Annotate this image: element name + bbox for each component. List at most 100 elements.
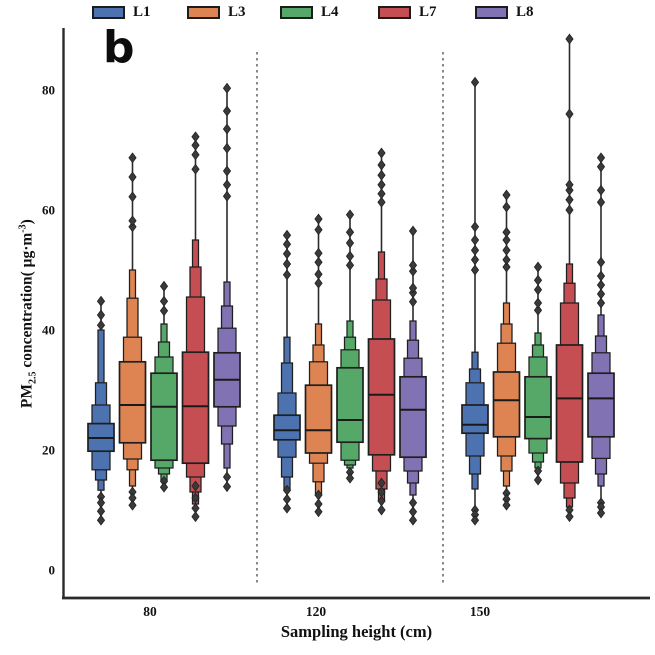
legend: L1 L3 L4 L7 L8 xyxy=(0,0,655,26)
boxen-L7-150 xyxy=(555,33,584,523)
outlier-point xyxy=(596,288,606,300)
outlier-point xyxy=(191,163,200,175)
outlier-point xyxy=(282,269,292,281)
panel-label: b xyxy=(103,22,135,73)
outlier-point xyxy=(502,226,511,238)
outlier-point xyxy=(408,225,418,237)
outlier-point xyxy=(596,184,606,196)
letter-value-box-level-1 xyxy=(304,384,333,454)
outlier-point xyxy=(314,277,323,289)
letter-value-box-level-1 xyxy=(367,338,396,456)
outlier-point xyxy=(377,504,386,516)
letter-value-box-level-1 xyxy=(524,375,552,440)
outlier-point xyxy=(565,33,574,45)
boxen-L1-120 xyxy=(273,229,301,514)
outlier-point xyxy=(565,194,574,206)
x-tick-label: 150 xyxy=(470,604,491,619)
outlier-point xyxy=(314,256,323,268)
y-tick-label: 80 xyxy=(42,83,55,98)
outlier-point xyxy=(470,264,480,276)
outlier-point xyxy=(128,191,137,203)
outlier-point xyxy=(502,499,511,511)
legend-item-l3: L3 xyxy=(187,4,246,21)
outlier-point xyxy=(128,171,137,183)
boxen-L7-80 xyxy=(181,131,210,523)
legend-swatch-l7 xyxy=(378,6,411,19)
boxen-L4-150 xyxy=(524,261,552,486)
outlier-point xyxy=(282,248,292,260)
outlier-point xyxy=(96,505,106,517)
outlier-point xyxy=(96,514,106,526)
legend-swatch-l4 xyxy=(280,6,313,19)
boxen-L3-150 xyxy=(492,189,521,511)
outlier-point xyxy=(502,261,511,273)
outlier-point xyxy=(596,279,606,291)
outlier-point xyxy=(596,196,606,208)
x-tick-label: 80 xyxy=(143,604,157,619)
outlier-point xyxy=(282,502,292,514)
outlier-point xyxy=(565,179,574,191)
letter-value-box-level-1 xyxy=(118,360,147,444)
y-tick-label: 20 xyxy=(42,443,55,458)
outlier-point xyxy=(191,511,200,523)
outlier-point xyxy=(408,296,418,308)
outlier-point xyxy=(345,472,355,484)
outlier-point xyxy=(408,514,418,526)
outlier-point xyxy=(596,152,606,164)
boxen-L1-150 xyxy=(461,76,489,526)
outlier-point xyxy=(408,265,418,277)
outlier-point xyxy=(345,250,355,262)
letter-value-box-level-1 xyxy=(555,344,584,463)
outlier-point xyxy=(128,215,137,227)
outlier-point xyxy=(282,229,292,241)
outlier-point xyxy=(533,304,543,316)
outlier-point xyxy=(533,274,543,286)
outlier-point xyxy=(377,188,386,200)
outlier-point xyxy=(502,189,511,201)
legend-label: L8 xyxy=(516,4,534,20)
outlier-point xyxy=(314,506,323,518)
outlier-point xyxy=(191,139,200,151)
letter-value-box-level-1 xyxy=(181,351,210,465)
outlier-point xyxy=(314,268,323,280)
outlier-point xyxy=(159,280,169,292)
outlier-point xyxy=(282,258,292,270)
letter-value-box-level-1 xyxy=(587,372,615,438)
outlier-point xyxy=(222,481,232,493)
outlier-point xyxy=(282,493,292,505)
outlier-point xyxy=(222,82,232,94)
legend-label: L1 xyxy=(133,4,151,20)
outlier-point xyxy=(222,105,232,117)
boxen-L3-80 xyxy=(118,152,147,511)
outlier-point xyxy=(533,284,543,296)
outlier-point xyxy=(345,226,355,238)
outlier-point xyxy=(377,147,386,159)
boxen-L1-80 xyxy=(87,295,115,526)
outlier-point xyxy=(377,196,386,208)
outlier-point xyxy=(470,514,480,526)
outlier-point xyxy=(159,305,169,317)
outlier-point xyxy=(345,237,355,249)
outlier-point xyxy=(377,179,386,191)
outlier-point xyxy=(565,511,574,523)
letter-value-box-level-1 xyxy=(336,366,364,444)
outlier-point xyxy=(502,244,511,256)
outlier-point xyxy=(533,261,543,273)
legend-item-l1: L1 xyxy=(92,4,151,21)
outlier-point xyxy=(533,297,543,309)
outlier-point xyxy=(222,190,232,202)
outlier-point xyxy=(314,213,323,225)
letter-value-box-level-1 xyxy=(273,414,301,441)
outlier-point xyxy=(470,244,480,256)
legend-item-l8: L8 xyxy=(475,4,534,21)
x-tick-label: 120 xyxy=(306,604,327,619)
outlier-point xyxy=(470,221,480,233)
outlier-point xyxy=(596,270,606,282)
outlier-point xyxy=(96,319,106,331)
outlier-point xyxy=(596,256,606,268)
letter-value-box-level-1 xyxy=(399,375,427,459)
legend-label: L4 xyxy=(321,4,339,20)
letter-value-box-level-1 xyxy=(492,371,521,438)
legend-label: L7 xyxy=(419,4,437,20)
